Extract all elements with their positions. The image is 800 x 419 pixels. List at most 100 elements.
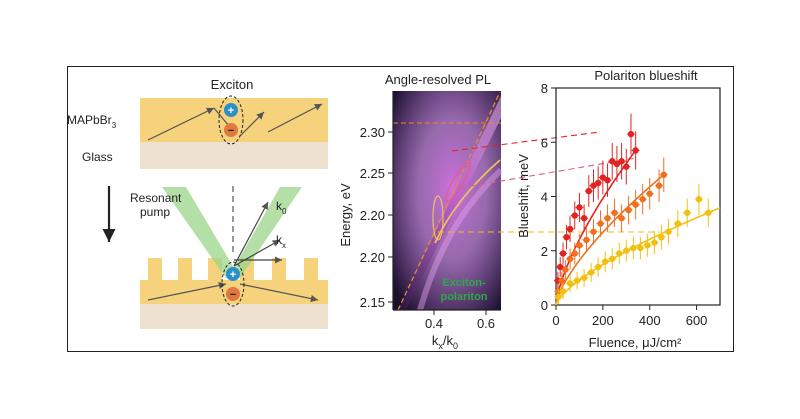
data-point-orange (566, 255, 574, 263)
data-point-yellow (573, 277, 581, 284)
data-point-orange (618, 215, 625, 222)
exciton-outline-bottom (221, 261, 245, 307)
blueshift-axes: 0 2 4 6 8 0 200 400 600 (541, 81, 721, 328)
data-point-yellow (623, 247, 630, 254)
pl-ytick-2.20: 2.20 (360, 208, 385, 223)
data-point-yellow (580, 274, 588, 282)
substrate-label: Glass (82, 150, 113, 164)
glass-substrate-top (140, 142, 328, 169)
grating-ridge-6 (304, 258, 318, 280)
pl-xlabel: kx/k0 (432, 333, 458, 351)
data-point-yellow (587, 269, 595, 276)
polariton-branch (434, 159, 501, 244)
data-point-red (585, 187, 592, 195)
data-point-red (623, 163, 630, 170)
data-point-yellow (559, 288, 567, 295)
data-point-orange (576, 242, 583, 249)
data-point-red (566, 225, 574, 233)
blueshift-xtick-label: 200 (592, 313, 614, 328)
data-point-yellow (651, 239, 658, 246)
pl-map-panel: Angle-resolved PL 2.30 2.25 2.20 2.20 2.… (338, 72, 504, 351)
data-point-red (580, 215, 588, 222)
polariton-label-line2: polariton (440, 291, 487, 303)
exciton-outline-top (218, 95, 244, 145)
pl-xtick-0.4: 0.4 (425, 316, 443, 331)
data-point-yellow (684, 209, 691, 216)
data-point-orange (604, 215, 611, 222)
data-point-red (604, 177, 611, 184)
blueshift-ytick-label: 0 (541, 298, 548, 313)
pl-ytick-2.25: 2.25 (360, 166, 385, 181)
connector-red (451, 131, 601, 152)
data-point-yellow (674, 220, 682, 227)
data-point-yellow (566, 280, 574, 287)
kx-label: kx (276, 233, 286, 250)
blueshift-xtick-label: 0 (552, 313, 559, 328)
data-point-orange (558, 277, 566, 284)
pump-label-line2: pump (140, 205, 170, 219)
data-point-yellow (555, 293, 562, 301)
selection-ellipse-1 (432, 195, 444, 241)
data-point-yellow (665, 228, 672, 235)
blueshift-ytick-label: 2 (541, 244, 548, 259)
data-point-orange (571, 250, 578, 257)
ray-in-top (147, 107, 215, 141)
data-point-red (576, 204, 583, 211)
data-point-red (571, 212, 578, 219)
schematic-title: Exciton (211, 77, 254, 92)
pl-map-title: Angle-resolved PL (385, 72, 491, 87)
data-point-orange (562, 266, 569, 273)
blueshift-data-points (553, 113, 713, 305)
data-point-yellow (705, 209, 712, 216)
data-point-red (599, 174, 607, 181)
k0-label: k0 (276, 199, 287, 216)
data-point-orange (583, 236, 590, 244)
glass-substrate-bottom (140, 304, 328, 329)
data-point-red (613, 160, 621, 168)
blueshift-ytick-label: 6 (541, 135, 548, 150)
pl-ytick-2.30: 2.30 (360, 125, 385, 140)
selection-ellipse-2 (445, 162, 471, 202)
data-point-red (590, 182, 597, 189)
data-point-yellow (644, 242, 651, 249)
data-point-red (563, 233, 570, 241)
film-label: MAPbBr3 (67, 113, 117, 130)
data-point-yellow (695, 196, 703, 203)
hole-top (224, 123, 238, 137)
data-point-yellow (602, 258, 609, 265)
data-point-orange (611, 209, 618, 216)
plus-sign-top: + (228, 105, 234, 117)
data-point-red (609, 158, 616, 165)
data-point-yellow (609, 255, 616, 263)
blueshift-fit-curves (555, 149, 721, 306)
ray-in-bottom (147, 281, 227, 301)
blueshift-ytick-label: 8 (541, 81, 548, 96)
blueshift-ytick-label: 4 (541, 190, 548, 205)
pl-xtick-0.6: 0.6 (477, 316, 495, 331)
k0-vector (233, 201, 269, 267)
pl-ytick-2.15: 2.15 (360, 295, 385, 310)
blueshift-xtick-label: 400 (639, 313, 661, 328)
pump-beam-out (228, 187, 302, 278)
electron-bottom (226, 267, 240, 281)
pump-beam-in (162, 187, 240, 278)
connector-lines (438, 131, 660, 233)
pump-label-line1: Resonant (130, 191, 182, 205)
pl-photon-band (398, 96, 501, 310)
ray-out-bottom (239, 283, 319, 303)
data-point-yellow (658, 233, 665, 241)
blueshift-xlabel: Fluence, μJ/cm² (589, 335, 682, 350)
fit-curve-yellow (555, 207, 721, 306)
data-point-red (559, 250, 567, 257)
minus-sign-bottom: − (230, 289, 236, 301)
pl-ytick-2.20b: 2.20 (360, 250, 385, 265)
data-point-orange (660, 171, 667, 178)
pl-y-ticks: 2.30 2.25 2.20 2.20 2.15 (360, 125, 393, 310)
minus-sign-top: − (228, 125, 234, 137)
data-point-yellow (630, 244, 637, 252)
ray-out-top (267, 103, 323, 133)
blueshift-xtick-label: 600 (686, 313, 708, 328)
data-point-orange (646, 190, 653, 197)
